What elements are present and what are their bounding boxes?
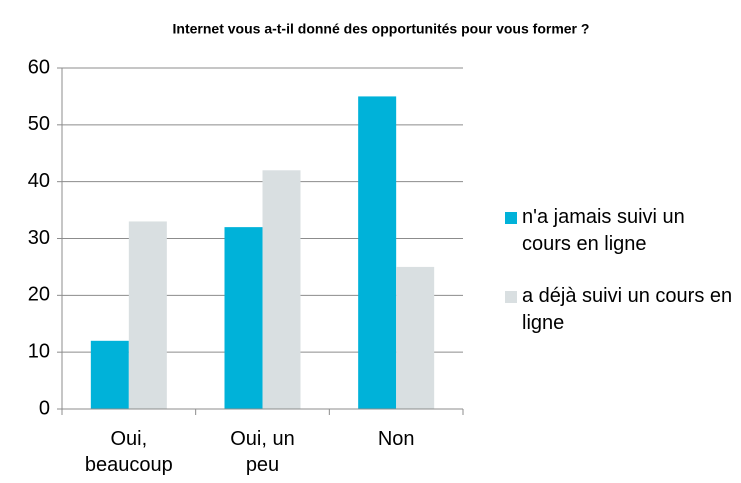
x-tick-label: Non — [378, 428, 415, 450]
bar — [90, 340, 129, 409]
y-tick-label: 20 — [28, 284, 50, 306]
legend-swatch — [505, 291, 517, 303]
x-tick-label: Oui, beaucoup — [85, 428, 173, 476]
y-tick-label: 50 — [28, 113, 50, 135]
y-tick-label: 10 — [28, 340, 50, 362]
y-tick-label: 40 — [28, 170, 50, 192]
bar — [224, 227, 263, 409]
bar — [396, 266, 435, 409]
bar — [128, 221, 167, 409]
y-tick-label: 30 — [28, 227, 50, 249]
bar — [262, 170, 301, 409]
legend-label: n'a jamais suivi un cours en ligne — [522, 206, 685, 255]
y-tick-label: 60 — [28, 56, 50, 78]
x-tick-label: Oui, un peu — [230, 428, 294, 476]
y-tick-label: 0 — [39, 397, 50, 419]
chart-title: Internet vous a-t-il donné des opportuni… — [173, 21, 590, 37]
legend-swatch — [505, 212, 517, 224]
bar — [358, 96, 397, 410]
legend-label: a déjà suivi un cours en ligne — [522, 285, 732, 334]
